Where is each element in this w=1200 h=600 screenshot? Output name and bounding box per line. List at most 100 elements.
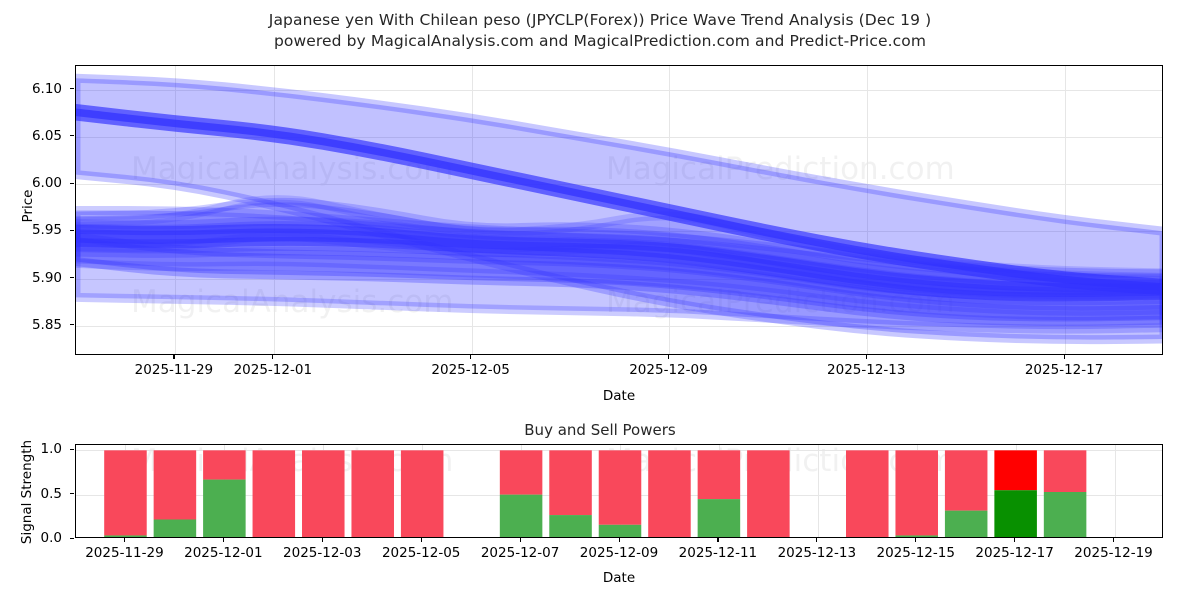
x-tick-label: 2025-11-29	[134, 362, 214, 378]
x-tick-mark	[519, 538, 521, 542]
sell-power-bar[interactable]	[351, 450, 394, 538]
wave-band	[76, 104, 1162, 296]
sell-power-bar[interactable]	[153, 450, 197, 520]
buy-power-bar[interactable]	[994, 490, 1037, 538]
sell-power-bar[interactable]	[203, 450, 246, 480]
sell-power-bar[interactable]	[104, 450, 147, 536]
x-tick-mark	[1014, 538, 1016, 542]
gridline-vertical	[273, 66, 275, 354]
sell-power-bar[interactable]	[944, 450, 988, 511]
x-tick-mark	[222, 538, 224, 542]
y-tick-label: 5.90	[31, 269, 62, 286]
x-tick-mark	[915, 538, 917, 542]
x-tick-label: 2025-12-07	[480, 545, 560, 561]
x-tick-mark	[420, 538, 422, 542]
sell-power-bar[interactable]	[648, 450, 691, 538]
x-tick-label: 2025-12-09	[579, 545, 659, 561]
gridline-horizontal	[76, 184, 1162, 186]
x-tick-label: 2025-12-05	[381, 545, 461, 561]
x-tick-mark	[321, 538, 323, 542]
buy-power-bar[interactable]	[104, 535, 147, 538]
gridline-vertical	[817, 445, 819, 537]
y-tick-mark	[70, 277, 74, 279]
price-wave-axes: MagicalAnalysis.com MagicalPrediction.com…	[75, 65, 1163, 355]
sell-power-bar[interactable]	[1043, 450, 1087, 492]
gridline-horizontal	[76, 231, 1162, 233]
gridline-horizontal	[76, 278, 1162, 280]
y-tick-label: 5.85	[31, 316, 62, 333]
y-tick-label: 6.00	[31, 175, 62, 192]
x-tick-mark	[1063, 355, 1065, 359]
y-tick-label: 0.5	[40, 485, 62, 502]
x-tick-mark	[667, 355, 670, 359]
x-tick-mark	[865, 355, 867, 359]
y-tick-mark	[70, 229, 74, 231]
page-title: Japanese yen With Chilean peso (JPYCLP(F…	[0, 10, 1200, 52]
y-tick-mark	[70, 135, 74, 137]
x-tick-mark	[123, 538, 126, 542]
buy-power-bar[interactable]	[944, 510, 988, 538]
y-tick-label: 6.05	[31, 127, 62, 144]
gridline-vertical	[471, 66, 473, 354]
y-tick-mark	[70, 493, 74, 495]
y-tick-label: 5.95	[31, 222, 62, 239]
x-tick-mark	[173, 355, 175, 359]
x-tick-mark	[816, 538, 818, 542]
buy-sell-title: Buy and Sell Powers	[524, 421, 676, 439]
x-tick-label: 2025-12-01	[233, 362, 313, 378]
buy-power-bar[interactable]	[1043, 492, 1087, 538]
x-tick-label: 2025-12-09	[629, 362, 708, 378]
sell-power-bar[interactable]	[846, 450, 889, 538]
wave-band	[76, 195, 1162, 300]
sell-power-bar[interactable]	[252, 450, 296, 538]
sell-power-bar[interactable]	[697, 450, 741, 500]
gridline-vertical	[174, 66, 176, 354]
sell-power-bar[interactable]	[895, 450, 938, 536]
sell-power-bar[interactable]	[499, 450, 543, 495]
gridline-vertical	[867, 66, 869, 354]
buy-power-bar[interactable]	[895, 535, 938, 538]
sell-power-bar[interactable]	[598, 450, 642, 525]
y-tick-mark	[70, 88, 74, 90]
x-tick-label: 2025-12-01	[184, 545, 263, 561]
sell-power-bar[interactable]	[302, 450, 345, 538]
x-tick-mark	[1113, 538, 1115, 542]
title-line-1: Japanese yen With Chilean peso (JPYCLP(F…	[268, 11, 932, 29]
x-tick-mark	[272, 355, 274, 359]
buy-power-bar[interactable]	[598, 524, 642, 538]
gridline-horizontal	[76, 89, 1162, 91]
x-tick-mark	[618, 538, 620, 542]
wave-band	[76, 232, 1162, 327]
sell-power-bar[interactable]	[549, 450, 592, 516]
y-tick-label: 0.0	[40, 530, 62, 546]
y-tick-label: 6.10	[31, 80, 62, 97]
buy-power-bar[interactable]	[153, 519, 197, 538]
gridline-horizontal	[76, 325, 1162, 327]
x-tick-label: 2025-12-03	[283, 545, 362, 561]
x-tick-mark	[470, 355, 472, 359]
x-tick-mark	[717, 538, 719, 542]
buy-power-bar[interactable]	[697, 499, 741, 538]
buy-power-bar[interactable]	[499, 494, 543, 538]
y-tick-mark	[70, 537, 74, 539]
x-tick-label: 2025-12-13	[777, 545, 857, 561]
buy-power-bar[interactable]	[203, 479, 246, 538]
buy-sell-panel: Buy and Sell Powers MagicalAnalysis.comM…	[0, 405, 1200, 600]
sell-power-bar[interactable]	[994, 450, 1037, 491]
gridline-horizontal	[76, 136, 1162, 138]
x-tick-label: 2025-12-19	[1074, 545, 1153, 561]
x-tick-label: 2025-12-13	[827, 362, 906, 378]
date-axis-title-top: Date	[602, 388, 636, 404]
date-axis-title-bottom: Date	[602, 570, 636, 586]
buy-power-bar[interactable]	[549, 515, 592, 538]
y-tick-mark	[70, 182, 74, 184]
x-tick-label: 2025-12-15	[876, 545, 955, 561]
sell-power-bar[interactable]	[747, 450, 790, 538]
y-tick-mark	[70, 448, 74, 450]
x-tick-label: 2025-12-11	[678, 545, 758, 561]
price-wave-bands	[76, 73, 1162, 345]
sell-power-bar[interactable]	[400, 450, 444, 538]
x-tick-label: 2025-12-17	[975, 545, 1054, 561]
